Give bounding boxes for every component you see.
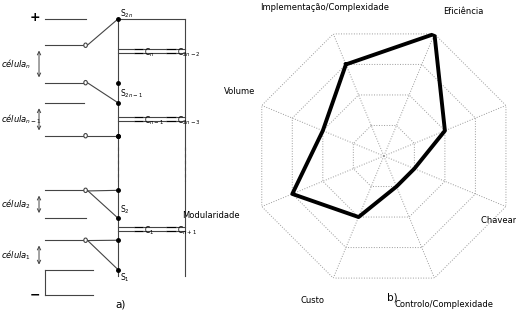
Text: S$_{2n}$: S$_{2n}$ bbox=[120, 8, 134, 20]
Circle shape bbox=[84, 238, 87, 242]
Text: b): b) bbox=[387, 293, 397, 303]
Text: C$_{2n-3}$: C$_{2n-3}$ bbox=[176, 115, 200, 127]
Circle shape bbox=[84, 188, 87, 193]
Circle shape bbox=[84, 80, 87, 85]
Text: −: − bbox=[30, 288, 40, 301]
Text: célula$_2$: célula$_2$ bbox=[1, 197, 31, 211]
Text: célula$_n$: célula$_n$ bbox=[1, 57, 31, 71]
Text: Controlo/Complexidade: Controlo/Complexidade bbox=[394, 300, 493, 309]
Text: célula$_{n-1}$: célula$_{n-1}$ bbox=[1, 113, 42, 126]
Text: Volume: Volume bbox=[224, 87, 255, 96]
Text: Custo: Custo bbox=[300, 295, 324, 305]
Text: C$_{n-1}$: C$_{n-1}$ bbox=[144, 115, 164, 127]
Text: Chaveamento (Stress): Chaveamento (Stress) bbox=[481, 216, 516, 225]
Text: Modularidade: Modularidade bbox=[182, 211, 240, 220]
Text: C$_n$: C$_n$ bbox=[144, 46, 154, 59]
Text: C$_{2n-2}$: C$_{2n-2}$ bbox=[176, 46, 200, 59]
Text: Implementação/Complexidade: Implementação/Complexidade bbox=[260, 3, 389, 12]
Circle shape bbox=[84, 43, 87, 47]
Text: C$_{n+1}$: C$_{n+1}$ bbox=[176, 225, 197, 237]
Text: +: + bbox=[29, 11, 40, 24]
Text: Eficiência: Eficiência bbox=[444, 7, 484, 17]
Text: S$_1$: S$_1$ bbox=[120, 271, 130, 284]
Text: célula$_1$: célula$_1$ bbox=[1, 248, 31, 262]
Text: C$_1$: C$_1$ bbox=[144, 225, 154, 237]
Text: a): a) bbox=[116, 300, 126, 310]
Text: S$_2$: S$_2$ bbox=[120, 203, 130, 216]
Circle shape bbox=[84, 134, 87, 138]
Text: S$_{2n-1}$: S$_{2n-1}$ bbox=[120, 88, 143, 100]
